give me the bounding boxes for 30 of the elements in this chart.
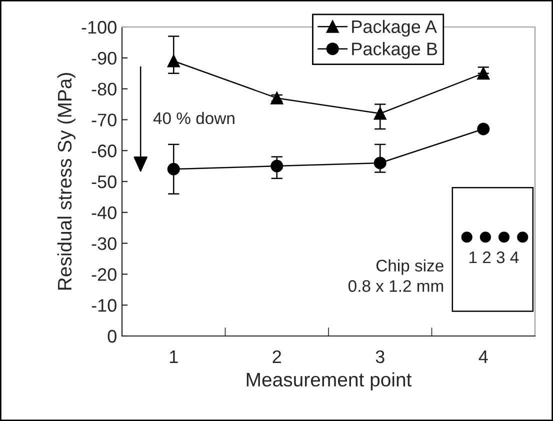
point (374, 156, 386, 170)
y-tick-label: -50 (92, 175, 116, 188)
y-tick-label: -80 (92, 82, 116, 96)
annotation: 40 % down (153, 112, 234, 124)
y-tick-label: 0 (108, 330, 116, 343)
point (374, 107, 386, 120)
annotation: Chip size 0.8 x 1.2 mm (348, 259, 444, 292)
y-tick-label: -60 (92, 144, 116, 158)
y-tick-label: -100 (82, 20, 116, 34)
point (270, 160, 284, 172)
point (167, 54, 180, 68)
y-tick-label: -10 (92, 299, 116, 312)
y-tick-label: -20 (92, 268, 116, 281)
x-axis-title: Measurement point (246, 372, 412, 390)
y-tick-label: -90 (92, 52, 116, 65)
annotation: 1 2 3 4 (469, 251, 519, 264)
y-axis-title: Residual stress Sy (MPa) (57, 73, 76, 290)
y-tick-label: -70 (92, 114, 116, 126)
x-tick-label: 2 (272, 350, 281, 363)
y-tick-label: -40 (92, 206, 116, 220)
point (477, 67, 490, 80)
x-tick-label: 3 (376, 350, 384, 364)
y-tick-label: -30 (92, 237, 116, 250)
point (167, 162, 180, 176)
legend-label: Package A (352, 20, 437, 37)
x-tick-label: 1 (170, 350, 178, 363)
x-tick-label: 4 (478, 350, 488, 363)
legend-label: Package B (352, 42, 438, 59)
point (270, 92, 284, 104)
point (477, 122, 490, 136)
